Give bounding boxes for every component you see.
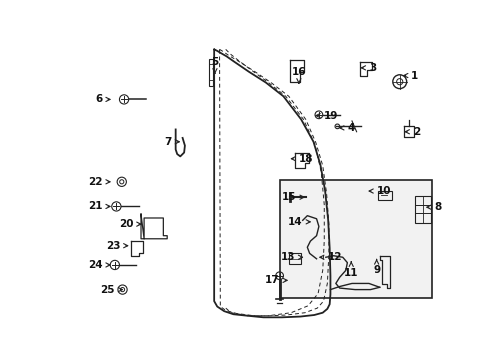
Text: 14: 14 (288, 217, 310, 227)
Text: 8: 8 (427, 202, 441, 212)
Text: 22: 22 (88, 177, 110, 187)
Bar (415, 195, 431, 222)
Text: 4: 4 (340, 123, 355, 133)
Text: 23: 23 (106, 241, 128, 251)
Text: 17: 17 (265, 275, 287, 285)
Text: 16: 16 (292, 67, 306, 83)
Bar (289, 253, 301, 264)
Text: 24: 24 (88, 260, 110, 270)
Text: 9: 9 (373, 260, 380, 275)
Text: 13: 13 (280, 252, 302, 262)
Text: 12: 12 (320, 252, 342, 262)
Text: 10: 10 (369, 186, 391, 196)
Text: 19: 19 (316, 111, 338, 121)
Text: 2: 2 (405, 127, 420, 137)
Bar (280, 180, 432, 298)
Text: 7: 7 (165, 137, 179, 147)
Bar (209, 59, 214, 86)
Text: 5: 5 (211, 58, 219, 73)
Text: 18: 18 (292, 154, 314, 164)
Text: 25: 25 (100, 285, 122, 294)
Text: 15: 15 (282, 192, 304, 202)
Text: 6: 6 (95, 94, 110, 104)
Text: 11: 11 (344, 262, 359, 278)
Text: 20: 20 (119, 219, 141, 229)
Text: 1: 1 (404, 71, 418, 81)
Text: 3: 3 (362, 63, 376, 73)
Text: 21: 21 (88, 202, 110, 211)
Bar (378, 191, 392, 199)
